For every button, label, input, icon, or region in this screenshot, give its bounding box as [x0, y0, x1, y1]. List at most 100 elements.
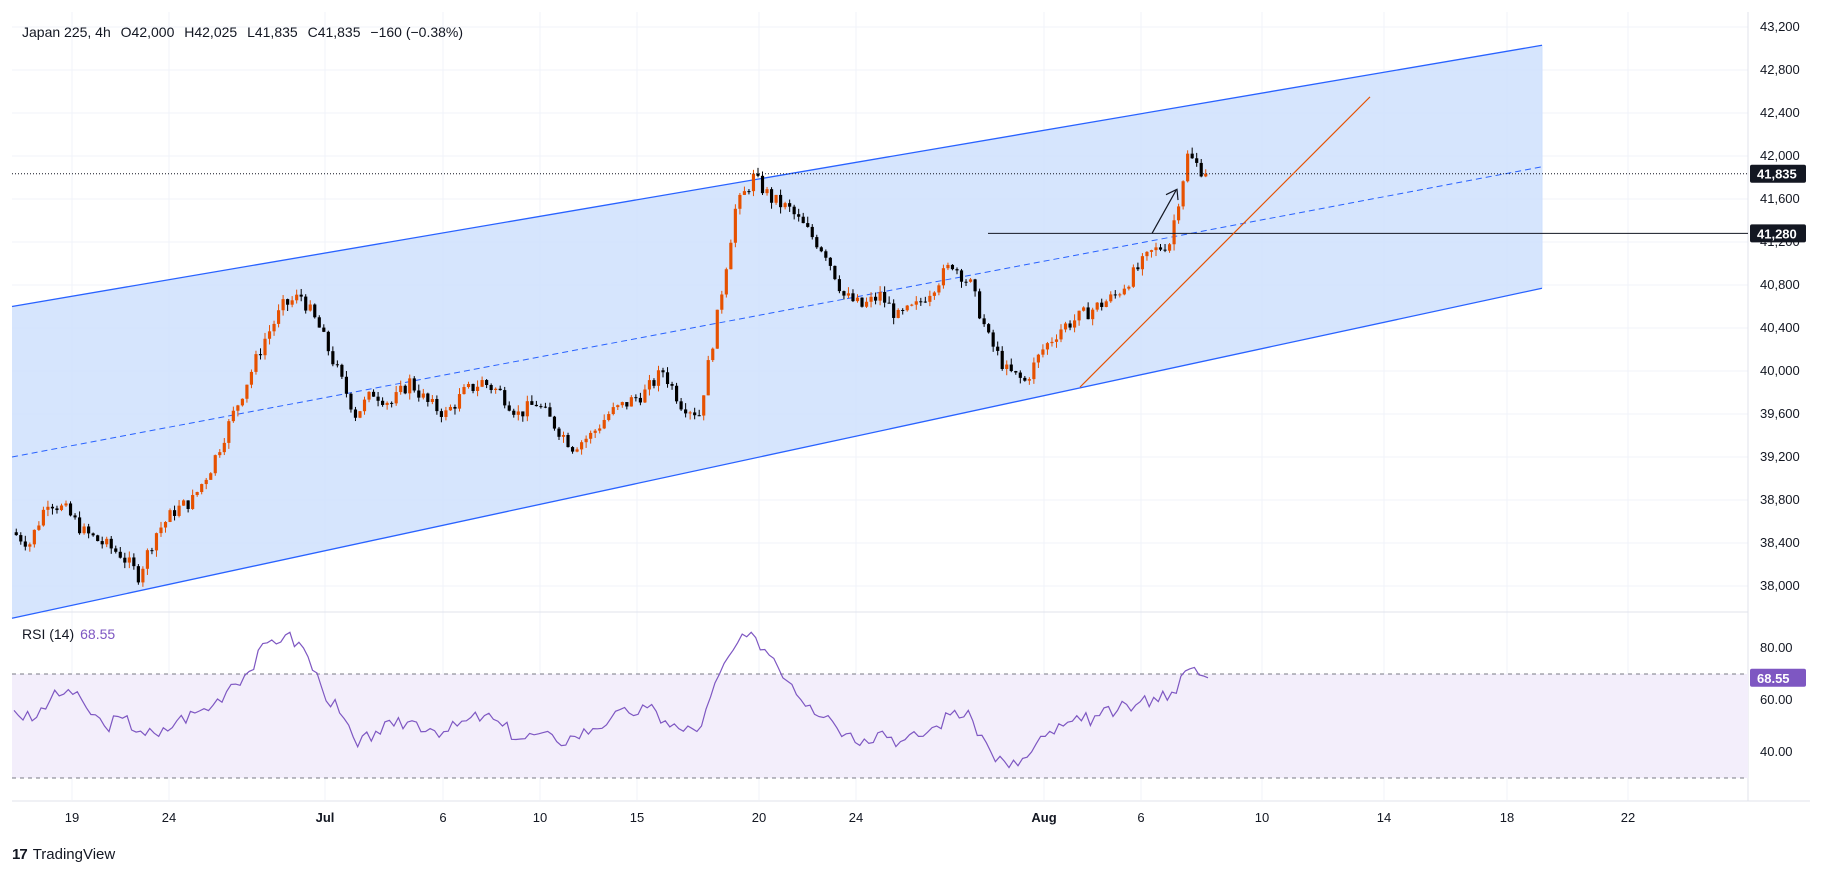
candle-body: [815, 237, 819, 248]
candle-body: [1041, 349, 1045, 355]
candle-body: [964, 281, 968, 283]
time-tick-label: 10: [533, 810, 547, 825]
candle-body: [1136, 267, 1140, 270]
time-tick-label: Aug: [1031, 810, 1056, 825]
candle-body: [1127, 286, 1131, 289]
candle-body: [313, 304, 317, 318]
candle-body: [281, 299, 285, 311]
candle-body: [842, 291, 846, 296]
rsi-pane: [12, 631, 1748, 779]
candle-body: [525, 401, 529, 417]
candle-body: [779, 194, 783, 208]
candle-body: [213, 455, 217, 474]
tradingview-brand[interactable]: 17 TradingView: [12, 846, 115, 863]
candle-body: [91, 533, 95, 536]
candle-body: [1045, 343, 1050, 350]
candle-body: [200, 484, 204, 493]
candle-body: [1077, 310, 1081, 321]
candle-body: [245, 384, 249, 399]
candle-body: [1199, 162, 1203, 177]
candle-body: [435, 398, 439, 412]
candle-body: [928, 295, 932, 302]
time-tick-label: 10: [1255, 810, 1269, 825]
candle-body: [878, 291, 882, 301]
candle-body: [295, 294, 299, 301]
candle-body: [1131, 267, 1135, 287]
candle-body: [412, 378, 416, 391]
candle-body: [756, 173, 760, 176]
candle-body: [299, 294, 303, 297]
candle-body: [665, 372, 670, 385]
candle-body: [358, 411, 362, 418]
candle-body: [353, 409, 358, 418]
candle-body: [765, 189, 769, 194]
channel-upper-line: [11, 44, 1543, 308]
high-value: H42,025: [184, 24, 238, 40]
candle-body: [236, 405, 240, 411]
candle-body: [516, 411, 520, 415]
candle-body: [684, 409, 688, 414]
candle-body: [1068, 323, 1072, 328]
candle-body: [1095, 302, 1099, 310]
candle-body: [141, 568, 145, 583]
candle-body: [733, 208, 737, 243]
candle-body: [326, 331, 330, 352]
candle-body: [145, 550, 150, 569]
candle-body: [362, 399, 367, 412]
candle-body: [1009, 364, 1013, 372]
candle-body: [114, 548, 118, 552]
candle-body: [23, 541, 27, 547]
candle-body: [661, 370, 665, 373]
rsi-line: [13, 631, 1209, 769]
time-tick-label: 18: [1500, 810, 1514, 825]
candle-body: [860, 297, 864, 307]
rsi-value: 68.55: [80, 626, 116, 642]
candle-body: [1014, 371, 1018, 373]
candle-body: [652, 380, 656, 386]
candle-body: [485, 380, 489, 385]
candle-body: [444, 410, 448, 417]
candle-body: [462, 387, 466, 395]
candle-body: [1032, 362, 1036, 380]
time-tick-label: 19: [65, 810, 79, 825]
price-tick-label: 38,800: [1760, 492, 1800, 507]
rsi-tick-label: 80.00: [1760, 640, 1793, 655]
candle-body: [855, 297, 860, 302]
candle-body: [1018, 372, 1022, 378]
candle-body: [1005, 364, 1009, 369]
time-tick-label: 20: [752, 810, 766, 825]
candle-body: [851, 293, 855, 302]
candle-body: [593, 430, 597, 433]
level-price-tag-bg: [1750, 224, 1806, 243]
price-tick-label: 41,600: [1760, 191, 1800, 206]
candle-body: [1104, 301, 1108, 307]
candle-body: [73, 515, 77, 518]
change-value: −160 (−0.38%): [370, 24, 464, 40]
candle-body: [539, 406, 543, 408]
candle-body: [1186, 153, 1190, 182]
price-tick-label: 40,400: [1760, 320, 1800, 335]
candle-body: [638, 397, 642, 403]
candle-body: [37, 525, 41, 530]
candle-body: [349, 393, 353, 410]
candle-body: [806, 223, 810, 227]
candle-body: [751, 173, 756, 192]
candle-body: [340, 364, 344, 377]
candle-body: [788, 203, 792, 207]
candle-body: [1149, 250, 1154, 252]
candle-body: [1190, 153, 1194, 159]
candle-body: [1177, 206, 1181, 221]
time-tick-label: Jul: [316, 810, 335, 825]
candle-body: [715, 309, 719, 349]
candle-body: [1109, 294, 1113, 302]
candle-body: [46, 506, 50, 510]
candle-body: [263, 338, 267, 356]
candle-body: [448, 406, 453, 411]
candle-body: [828, 257, 832, 266]
candle-body: [846, 293, 851, 296]
candle-body: [1154, 247, 1158, 251]
candle-body: [19, 535, 23, 542]
candle-body: [643, 389, 647, 403]
candle-body: [702, 395, 706, 416]
